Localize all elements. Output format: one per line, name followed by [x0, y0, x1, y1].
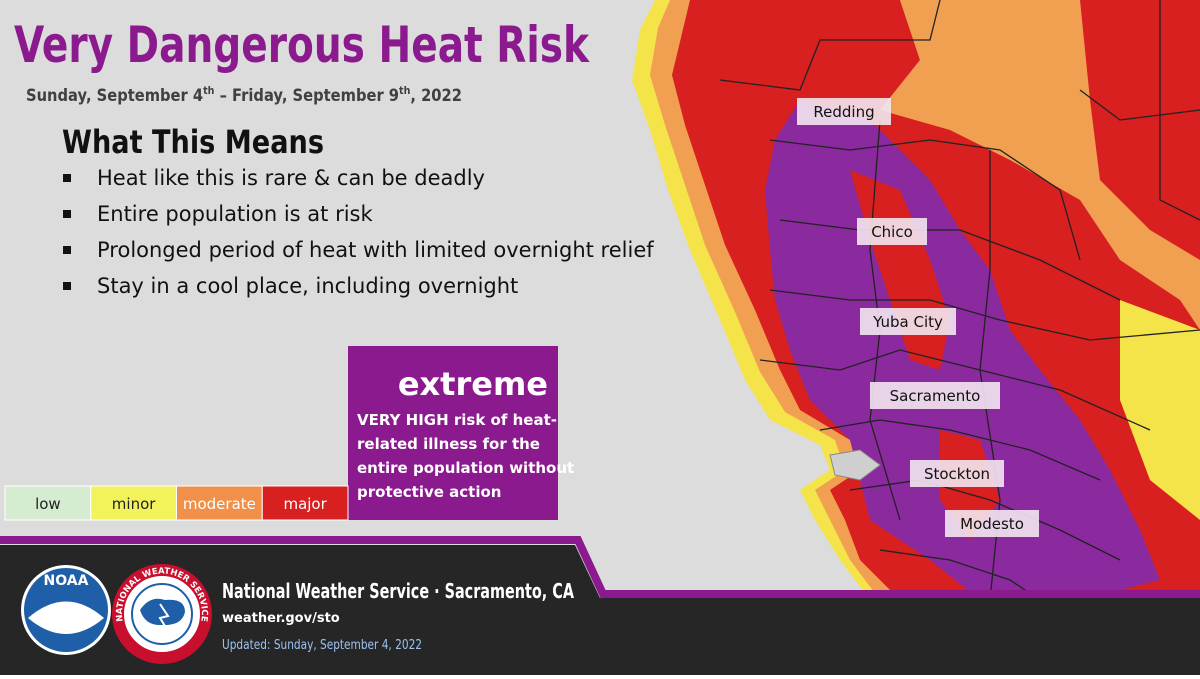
bullet-marker: [63, 210, 71, 218]
subtitle-part: th: [203, 84, 214, 97]
current-level-description: VERY HIGH risk of heat-: [357, 411, 557, 429]
map-major-east: [1080, 0, 1200, 260]
bullet-text: Entire population is at risk: [97, 202, 373, 226]
city-label: Modesto: [960, 515, 1024, 533]
map-minor-east: [1120, 300, 1200, 520]
current-level: extreme: [398, 365, 548, 403]
legend: extreme low minor moderate major VERY HIGH r…: [4, 346, 574, 521]
city-label: Chico: [871, 223, 913, 241]
nws-logo-bolt: [158, 603, 171, 635]
office-name: National Weather Service · Sacramento, C…: [222, 579, 574, 603]
subtitle: Sunday, September 4th – Friday, Septembe…: [26, 84, 462, 106]
legend-label: major: [283, 495, 327, 513]
city-label-box: [945, 510, 1039, 537]
bullet-marker: [63, 282, 71, 290]
subtitle-part: , 2022: [410, 86, 462, 106]
meaning-heading: What This Means: [62, 123, 324, 161]
noaa-logo-text: NOAA: [44, 573, 89, 589]
current-level-box: [348, 346, 558, 520]
current-level-description: protective action: [357, 483, 501, 501]
city-label-box: [860, 308, 956, 335]
nws-logo-ring: [112, 564, 212, 664]
updated-date: Updated: Sunday, September 4, 2022: [222, 638, 422, 653]
subtitle-part: Sunday, September 4: [26, 86, 203, 106]
legend-swatch: [261, 485, 349, 521]
city-label-box: [910, 460, 1004, 487]
footer-band: [0, 545, 1200, 675]
city-label: Stockton: [924, 465, 990, 483]
bullet-list: Heat like this is rare & can be deadly En…: [63, 166, 654, 298]
nws-logo-cloud: [140, 598, 185, 626]
footer-stripe: [0, 536, 1200, 598]
title: Very Dangerous Heat Risk: [14, 16, 590, 74]
city-label: Yuba City: [872, 313, 943, 331]
city-label-box: [870, 382, 1000, 409]
noaa-logo-bird: [28, 601, 104, 634]
subtitle-part: – Friday, September 9: [214, 86, 399, 106]
bullet-marker: [63, 174, 71, 182]
legend-label: low: [35, 495, 61, 513]
bullet-text: Heat like this is rare & can be deadly: [97, 166, 485, 190]
city-label-box: [857, 218, 927, 245]
bullet-text: Stay in a cool place, including overnigh…: [97, 274, 518, 298]
city-labels: Redding Chico Yuba City Sacramento Stockton M…: [797, 98, 1039, 537]
legend-swatch: [4, 485, 92, 521]
current-level-description: entire population without: [357, 459, 574, 477]
map-moderate-north: [900, 0, 1080, 140]
bay: [829, 449, 881, 481]
bullet-marker: [63, 246, 71, 254]
legend-label: moderate: [183, 495, 256, 513]
legend-swatch: [90, 485, 177, 521]
legend-label: minor: [112, 495, 156, 513]
bullet-text: Prolonged period of heat with limited ov…: [97, 238, 654, 262]
subtitle-part: th: [399, 84, 410, 97]
city-label: Redding: [813, 103, 874, 121]
city-label: Sacramento: [890, 387, 981, 405]
city-label-box: [797, 98, 891, 125]
current-level-description: related illness for the: [357, 435, 540, 453]
legend-swatch: [176, 485, 263, 521]
office-url: weather.gov/sto: [222, 611, 340, 626]
